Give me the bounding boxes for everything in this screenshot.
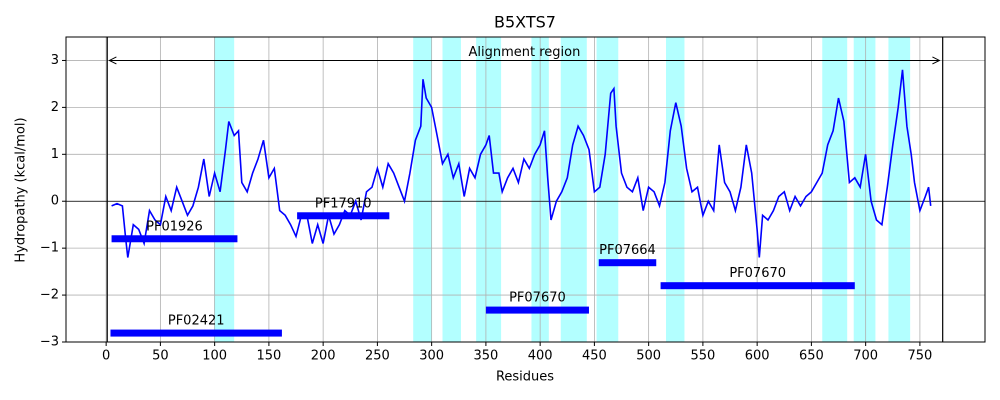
region-span — [560, 37, 587, 342]
region-span — [822, 37, 848, 342]
domain-label: PF07670 — [509, 291, 566, 306]
x-tick-label: 400 — [528, 349, 553, 364]
region-span — [442, 37, 461, 342]
arrow-head — [108, 56, 117, 65]
y-tick-label: 3 — [51, 53, 59, 68]
x-axis-label: Residues — [496, 370, 554, 385]
plot-frame — [65, 36, 986, 343]
x-tick-label: 0 — [102, 349, 110, 364]
x-tick-label: 700 — [853, 349, 878, 364]
x-tick-label: 150 — [256, 349, 281, 364]
x-tick-label: 300 — [419, 349, 444, 364]
domain-bar — [111, 235, 238, 243]
region-span — [476, 37, 502, 342]
region-span — [888, 37, 911, 342]
domain-label: PF01926 — [146, 219, 203, 234]
series-line — [111, 69, 932, 258]
x-tick-label: 600 — [745, 349, 770, 364]
domain-bar — [485, 306, 589, 314]
y-axis-label: Hydropathy (kcal/mol) — [14, 117, 29, 262]
x-tick-label: 500 — [636, 349, 661, 364]
region-span — [596, 37, 619, 342]
y-tick-label: −1 — [40, 241, 59, 256]
domain-bar — [297, 212, 390, 220]
domain-label: PF07670 — [729, 266, 786, 281]
domain-label: PF17910 — [315, 196, 372, 211]
y-tick-label: 0 — [51, 194, 59, 209]
domain-label: PF02421 — [168, 314, 225, 329]
x-tick-label: 200 — [311, 349, 336, 364]
x-tick-label: 750 — [907, 349, 932, 364]
arrow-head — [932, 56, 941, 65]
chart-title: B5XTS7 — [494, 13, 556, 32]
y-tick-label: 2 — [51, 100, 59, 115]
x-tick-label: 100 — [202, 349, 227, 364]
region-span — [666, 37, 685, 342]
region-span — [853, 37, 876, 342]
alignment-label: Alignment region — [468, 45, 580, 60]
x-tick-label: 50 — [152, 349, 169, 364]
y-tick-label: −3 — [40, 335, 59, 350]
x-tick-label: 650 — [799, 349, 824, 364]
domain-bar — [110, 329, 282, 337]
x-tick-label: 250 — [365, 349, 390, 364]
x-tick-label: 450 — [582, 349, 607, 364]
domain-bar — [598, 259, 657, 267]
y-tick-label: −2 — [40, 288, 59, 303]
x-tick-label: 350 — [473, 349, 498, 364]
x-tick-label: 550 — [690, 349, 715, 364]
domain-bar — [660, 282, 855, 290]
y-tick-label: 1 — [51, 147, 59, 162]
region-span — [214, 37, 235, 342]
region-span — [413, 37, 432, 342]
domain-label: PF07664 — [599, 243, 656, 258]
